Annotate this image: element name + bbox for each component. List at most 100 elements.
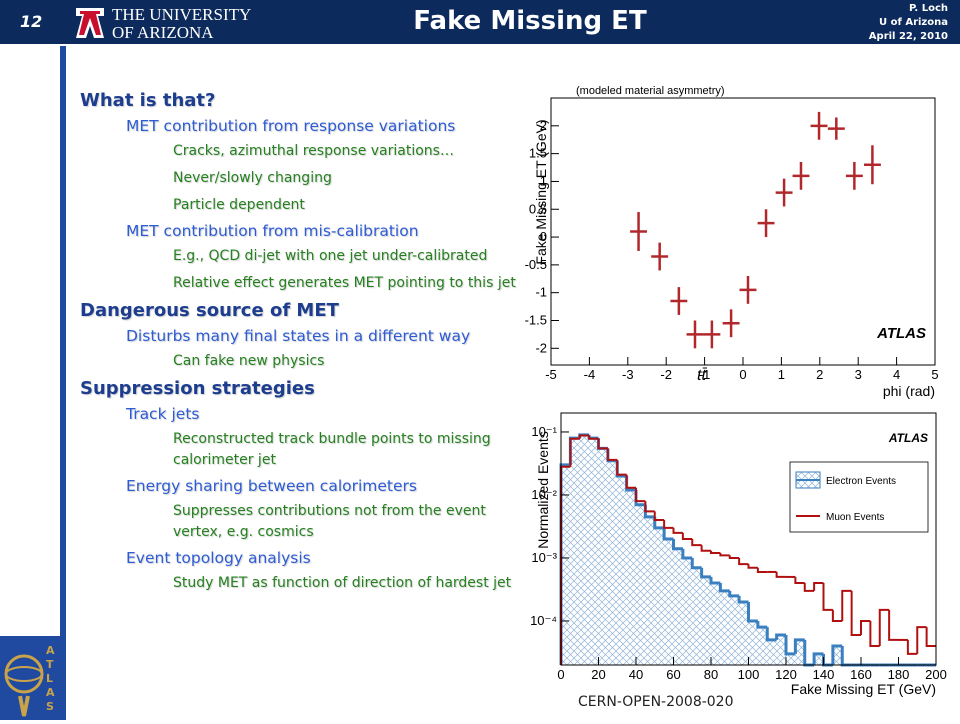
histogram-step: [906, 639, 918, 655]
x-tick-label: 4: [893, 367, 900, 382]
histogram-step: [756, 567, 768, 573]
x-tick-label: 5: [931, 367, 938, 382]
bullet-level-3: Suppresses contributions not from the ev…: [173, 503, 486, 540]
histogram-fill: [636, 504, 646, 665]
x-axis-label: phi (rad): [883, 383, 935, 399]
histogram-fill: [617, 476, 627, 665]
bullet-level-2: Disturbs many final states in a differen…: [126, 327, 471, 345]
x-tick-label: 40: [629, 667, 643, 682]
histogram-step: [662, 527, 674, 541]
bullet-level-3: Study MET as function of direction of ha…: [173, 575, 512, 591]
histogram-step: [719, 552, 730, 557]
x-tick-label: -1: [699, 367, 711, 382]
histogram-fill: [739, 602, 749, 665]
histogram-fill: [757, 627, 768, 665]
y-tick-label: -2: [535, 340, 547, 355]
histogram-fill: [673, 548, 683, 665]
histogram-step: [812, 652, 824, 665]
x-tick-label: -4: [584, 367, 596, 382]
bullet-level-3: Relative effect generates MET pointing t…: [173, 275, 516, 291]
histogram-step: [635, 487, 646, 503]
header-bar: 12 THE UNIVERSITY OF ARIZONA Fake Missin…: [0, 0, 960, 46]
x-tick-label: -2: [660, 367, 672, 382]
histogram-fill: [720, 590, 730, 665]
y-tick-label: 0: [540, 229, 547, 244]
histogram-fill: [626, 489, 636, 665]
chart-label: ATLAS: [888, 431, 928, 445]
histogram-fill: [645, 516, 655, 665]
histogram-step: [765, 627, 777, 642]
histogram-step: [672, 527, 683, 534]
histogram-fill: [729, 595, 740, 665]
histogram-step: [681, 548, 693, 560]
histogram-fill: [776, 634, 786, 665]
university-name: OF ARIZONA: [112, 23, 214, 42]
histogram-step: [925, 627, 936, 648]
y-tick-label: 1: [540, 173, 547, 188]
histogram-step: [813, 582, 824, 591]
date: April 22, 2010: [868, 31, 948, 42]
histogram-fill: [692, 567, 702, 665]
bullet-level-2: Energy sharing between calorimeters: [126, 477, 417, 495]
atlas-logo: ATLAS: [0, 636, 60, 720]
histogram-step: [709, 576, 721, 585]
bullet-level-1: Dangerous source of MET: [80, 300, 339, 321]
x-tick-label: 20: [591, 667, 605, 682]
y-axis-label: Normalized Events: [535, 431, 551, 549]
x-tick-label: 0: [557, 667, 564, 682]
histogram-step: [747, 564, 758, 569]
histogram-step: [756, 620, 768, 629]
histogram-step: [690, 557, 702, 570]
histogram-step: [878, 608, 890, 647]
histogram-step: [850, 590, 861, 636]
x-axis-label: Fake Missing ET (GeV): [791, 681, 936, 697]
x-tick-label: 1: [778, 367, 785, 382]
histogram-step: [578, 434, 590, 439]
y-tick-label: -0.5: [525, 257, 547, 272]
x-tick-label: 160: [850, 667, 872, 682]
histogram-step: [869, 620, 880, 648]
histogram-step: [794, 576, 805, 585]
histogram-step: [860, 619, 871, 635]
process-label: tt̄: [697, 367, 708, 384]
histogram-step: [793, 638, 805, 654]
logo-text: ATLAS: [46, 644, 55, 713]
legend-label: Muon Events: [826, 512, 884, 523]
histogram-step: [710, 550, 721, 554]
histogram-step: [728, 555, 740, 559]
histogram-fill: [589, 438, 599, 665]
university-logo: [76, 8, 104, 38]
histogram-step: [587, 434, 599, 440]
annotation: (modeled material asymmetry): [576, 85, 725, 97]
bullet-outline: What is that? MET contribution from respo…: [80, 86, 520, 600]
histogram-step: [588, 435, 599, 440]
bullet-level-3: Can fake new physics: [173, 353, 325, 369]
histogram-step: [728, 590, 740, 598]
histogram-fill: [598, 448, 608, 665]
histogram-step: [663, 520, 674, 529]
histogram-step: [700, 545, 711, 552]
histogram-fill: [814, 653, 824, 665]
histogram-step: [840, 646, 852, 667]
x-tick-label: -3: [622, 367, 634, 382]
histogram-step: [681, 532, 693, 540]
histogram-step: [916, 626, 927, 654]
histogram-step: [569, 437, 580, 467]
histogram-fill: [570, 438, 580, 665]
histogram-step: [822, 583, 833, 611]
histogram-fill: [701, 576, 711, 665]
university-name: THE UNIVERSITY: [112, 5, 252, 24]
histogram-fill: [767, 639, 777, 665]
author: P. Loch: [908, 3, 948, 14]
x-tick-label: 100: [738, 667, 760, 682]
histogram-step: [803, 583, 815, 592]
histogram-step: [775, 633, 786, 640]
bullet-level-1: Suppression strategies: [80, 378, 315, 399]
histogram-step: [775, 571, 786, 578]
y-tick-label: 1.5: [529, 146, 547, 161]
histogram-fill: [832, 646, 843, 665]
histogram-fill: [711, 583, 721, 665]
histogram-step: [831, 609, 843, 622]
histogram-fill: [561, 464, 571, 665]
